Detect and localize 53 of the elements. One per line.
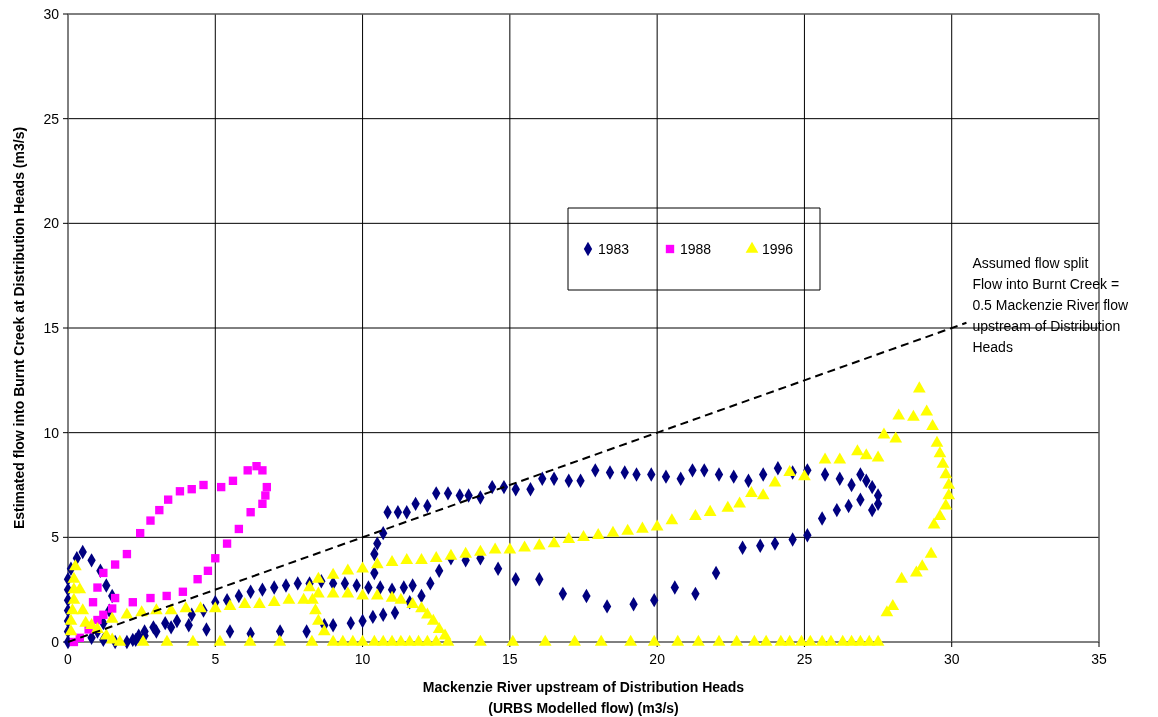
- point: [122, 549, 132, 559]
- y-tick-label: 0: [51, 634, 60, 650]
- point: [216, 482, 226, 492]
- x-tick-label: 5: [211, 651, 220, 667]
- point: [155, 505, 164, 515]
- x-tick-label: 15: [502, 651, 518, 667]
- x-tick-label: 25: [796, 651, 813, 667]
- point: [146, 516, 155, 525]
- point: [258, 466, 267, 475]
- point: [262, 482, 272, 492]
- annotation: Assumed flow split Flow into Burnt Creek = 0.5 Mackenzie River flow upstream of Distribution Heads: [972, 254, 1129, 355]
- point: [135, 528, 145, 538]
- point: [163, 495, 173, 504]
- y-tick-label: 25: [43, 110, 60, 127]
- legend-label: 1988: [680, 241, 712, 257]
- x-tick-label: 0: [64, 651, 73, 667]
- point: [99, 568, 108, 578]
- y-tick-label: 10: [43, 424, 60, 441]
- point: [108, 604, 117, 613]
- point: [258, 499, 267, 509]
- point: [110, 593, 120, 603]
- point: [175, 487, 185, 496]
- y-tick-label: 20: [43, 215, 60, 232]
- legend-label: 1983: [598, 241, 630, 257]
- point: [211, 554, 220, 563]
- x-tick-label: 10: [354, 651, 371, 667]
- point: [128, 598, 137, 607]
- x-tick-label: 20: [649, 651, 666, 667]
- y-tick-label: 15: [43, 320, 60, 336]
- point: [203, 566, 213, 576]
- point: [110, 560, 120, 569]
- point: [243, 466, 252, 475]
- point: [234, 524, 244, 534]
- legend-label: 1996: [762, 241, 794, 257]
- point: [162, 591, 171, 601]
- point: [93, 583, 102, 592]
- x-tick-label: 30: [943, 651, 960, 667]
- point: [261, 491, 270, 500]
- point: [187, 485, 196, 494]
- point: [178, 587, 188, 596]
- y-tick-label: 5: [51, 529, 60, 546]
- point: [246, 508, 255, 517]
- point: [146, 593, 155, 603]
- point: [93, 615, 102, 625]
- x-axis-title: Mackenzie River upstream of Distribution Heads (URBS Modelled flow) (m3/s): [422, 679, 745, 716]
- point: [222, 539, 232, 548]
- y-axis-title: Estimated flow into Burnt Creek at Distribution Heads (m3/s): [11, 126, 27, 530]
- point: [199, 480, 208, 490]
- point: [88, 598, 98, 607]
- point: [193, 575, 202, 584]
- y-tick-label: 30: [43, 6, 60, 22]
- x-tick-label: 35: [1091, 651, 1107, 667]
- point: [228, 476, 238, 485]
